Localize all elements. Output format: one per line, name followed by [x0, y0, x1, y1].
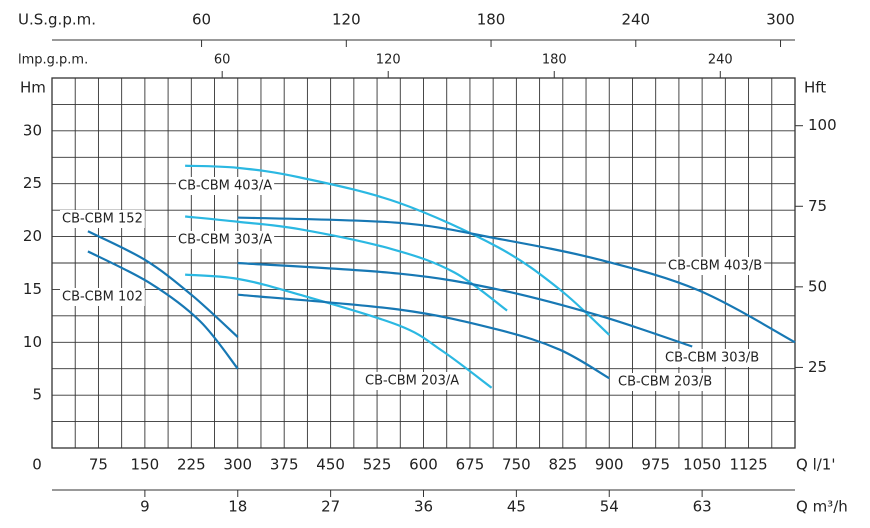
- x3-tick-label: 60: [214, 53, 231, 68]
- x-tick-label: 825: [548, 456, 577, 474]
- x-tick-label: 0: [32, 456, 42, 474]
- x-tick-label: 225: [177, 456, 206, 474]
- legend-bg: [176, 177, 275, 195]
- legend-bg: [663, 349, 762, 367]
- curve: [87, 230, 239, 338]
- x2-tick-label: 180: [477, 11, 506, 29]
- x4-tick-label: 54: [600, 498, 619, 516]
- x4-axis-label: Q m³/h: [796, 498, 848, 516]
- y-tick-label: 30: [23, 121, 42, 139]
- y-tick-label: 25: [23, 174, 42, 192]
- y2-tick-label: 75: [808, 197, 827, 215]
- x-tick-label: 900: [595, 456, 624, 474]
- x4-tick-label: 18: [228, 498, 247, 516]
- legend-bg: [60, 288, 145, 306]
- y2-tick-label: 50: [808, 277, 827, 295]
- x2-tick-label: 120: [332, 11, 361, 29]
- x3-tick-label: 240: [708, 53, 733, 68]
- curve: [237, 293, 610, 380]
- legend-bg: [363, 372, 462, 390]
- y-tick-label: 20: [23, 227, 42, 245]
- x4-tick-label: 45: [507, 498, 526, 516]
- curve-label: CB-CBM 203/B: [618, 375, 712, 390]
- x2-tick-label: 240: [621, 11, 650, 29]
- x-tick-label: 750: [502, 456, 531, 474]
- x-tick-label: 450: [316, 456, 345, 474]
- x4-tick-label: 63: [693, 498, 712, 516]
- curve-label: CB-CBM 102: [62, 290, 143, 305]
- x-tick-label: 975: [641, 456, 670, 474]
- curve-label: CB-CBM 403/B: [668, 259, 762, 274]
- curve-label: CB-CBM 203/A: [365, 374, 459, 389]
- y-tick-label: 10: [23, 333, 42, 351]
- x-tick-label: 75: [89, 456, 108, 474]
- curve: [237, 216, 796, 344]
- x-tick-label: 600: [409, 456, 438, 474]
- x4-tick-label: 9: [140, 498, 150, 516]
- y-tick-label: 5: [32, 386, 42, 404]
- curve: [87, 250, 239, 370]
- x-tick-label: 150: [131, 456, 160, 474]
- y-tick-label: 15: [23, 280, 42, 298]
- y2-tick-label: 25: [808, 358, 827, 376]
- curve-label: CB-CBM 303/A: [178, 233, 272, 248]
- x-tick-label: 1050: [683, 456, 721, 474]
- curve: [185, 273, 493, 389]
- legend-bg: [666, 257, 765, 275]
- x2-axis-label: U.S.g.p.m.: [18, 11, 96, 29]
- legend-bg: [176, 231, 275, 249]
- x-tick-label: 675: [456, 456, 485, 474]
- x-axis-label: Q l/1': [796, 456, 835, 474]
- plot-frame: [51, 77, 796, 449]
- x2-tick-label: 300: [766, 11, 795, 29]
- x-tick-label: 1125: [729, 456, 767, 474]
- x2-tick-label: 60: [192, 11, 211, 29]
- x-tick-label: 525: [363, 456, 392, 474]
- x-tick-label: 375: [270, 456, 299, 474]
- curve-label: CB-CBM 403/A: [178, 179, 272, 194]
- curve: [237, 261, 693, 348]
- y2-axis-label: Hft: [804, 79, 826, 97]
- y2-tick-label: 100: [808, 116, 837, 134]
- x4-tick-label: 27: [321, 498, 340, 516]
- y-axis-label: Hm: [20, 79, 46, 97]
- curve: [185, 215, 508, 312]
- x4-tick-label: 36: [414, 498, 433, 516]
- x3-axis-label: lmp.g.p.m.: [18, 53, 88, 68]
- x3-tick-label: 180: [542, 53, 567, 68]
- curve-label: CB-CBM 152: [62, 212, 143, 227]
- legend-bg: [616, 373, 715, 391]
- curve: [185, 164, 610, 336]
- x3-tick-label: 120: [376, 53, 401, 68]
- x-tick-label: 300: [223, 456, 252, 474]
- legend-bg: [60, 210, 145, 228]
- curve-label: CB-CBM 303/B: [665, 351, 759, 366]
